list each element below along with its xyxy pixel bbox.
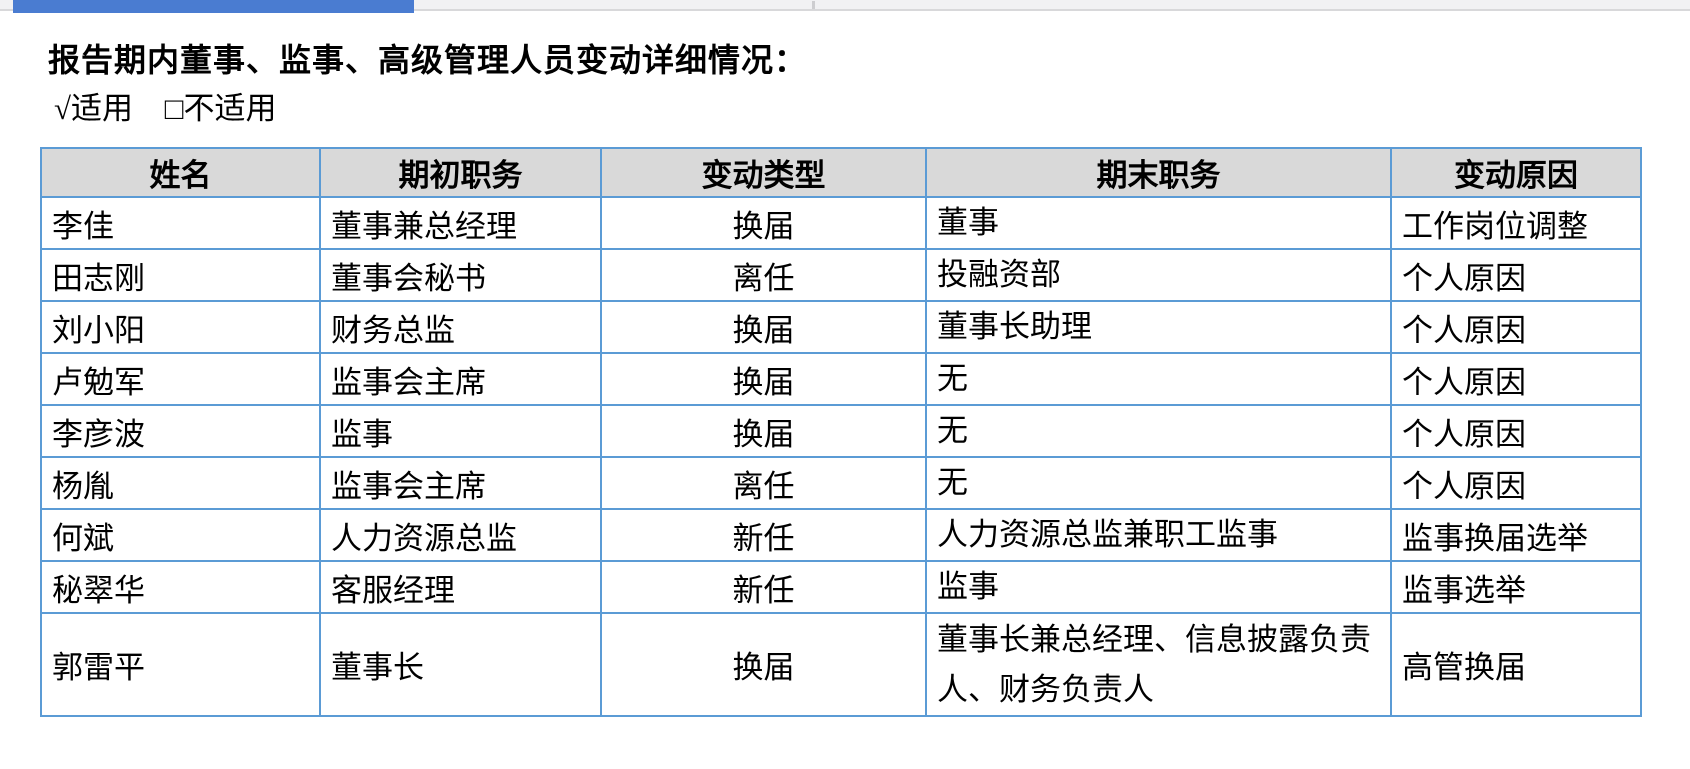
table-row: 秘翠华 客服经理 新任 监事 监事选举 bbox=[40, 560, 1642, 614]
table-row: 何斌 人力资源总监 新任 人力资源总监兼职工监事 监事换届选举 bbox=[40, 508, 1642, 562]
table-cell: 监事会主席 bbox=[319, 456, 602, 510]
top-bar-divider bbox=[812, 1, 815, 9]
not-applicable-option: □不适用 bbox=[164, 91, 277, 126]
table-cell: 董事 bbox=[925, 196, 1392, 250]
table-cell: 个人原因 bbox=[1390, 300, 1642, 354]
table-cell: 换届 bbox=[600, 352, 927, 406]
header-cell: 变动原因 bbox=[1390, 147, 1642, 198]
table-row: 李彦波 监事 换届无个人原因 bbox=[40, 404, 1642, 458]
table-cell: 刘小阳 bbox=[40, 300, 321, 354]
scroll-progress-thumb[interactable] bbox=[13, 0, 414, 13]
table-row: 郭雷平 董事长 换届 董事长兼总经理、信息披露负责人、财务负责人 高管换届 bbox=[40, 612, 1642, 717]
table-cell: 杨胤 bbox=[40, 456, 321, 510]
table-cell: 财务总监 bbox=[319, 300, 602, 354]
table-cell: 人力资源总监兼职工监事 bbox=[925, 508, 1392, 562]
table-cell: 李彦波 bbox=[40, 404, 321, 458]
table-row: 刘小阳 财务总监 换届 董事长助理 个人原因 bbox=[40, 300, 1642, 354]
table-cell: 离任 bbox=[600, 456, 927, 510]
table-cell: 董事会秘书 bbox=[319, 248, 602, 302]
table-cell: 董事长 bbox=[319, 612, 602, 717]
table-cell: 秘翠华 bbox=[40, 560, 321, 614]
table-cell: 董事长兼总经理、信息披露负责人、财务负责人 bbox=[925, 612, 1392, 717]
table-cell: 无 bbox=[925, 456, 1392, 510]
personnel-change-table: 姓名 期初职务 变动类型 期末职务 变动原因 李佳 董事兼总经理 换届 董事 工作岗位调整 田志刚… bbox=[40, 147, 1642, 717]
top-bar bbox=[0, 0, 1690, 13]
table-cell: 新任 bbox=[600, 560, 927, 614]
table-cell: 工作岗位调整 bbox=[1390, 196, 1642, 250]
table-row: 卢勉军 监事会主席 换届无个人原因 bbox=[40, 352, 1642, 406]
table-cell: 监事会主席 bbox=[319, 352, 602, 406]
table-cell: 董事长助理 bbox=[925, 300, 1392, 354]
table-cell: 无 bbox=[925, 404, 1392, 458]
table-row: 田志刚 董事会秘书 离任 投融资部 个人原因 bbox=[40, 248, 1642, 302]
header-cell: 期初职务 bbox=[319, 147, 602, 198]
applicable-option: √适用 bbox=[54, 91, 134, 126]
table-row: 李佳 董事兼总经理 换届 董事 工作岗位调整 bbox=[40, 196, 1642, 250]
applicability-line: √适用 □不适用 bbox=[54, 90, 301, 128]
table-cell: 个人原因 bbox=[1390, 456, 1642, 510]
header-cell: 期末职务 bbox=[925, 147, 1392, 198]
table-cell: 李佳 bbox=[40, 196, 321, 250]
table-cell: 换届 bbox=[600, 404, 927, 458]
table-cell: 郭雷平 bbox=[40, 612, 321, 717]
table-cell: 田志刚 bbox=[40, 248, 321, 302]
header-cell: 姓名 bbox=[40, 147, 321, 198]
table-cell: 投融资部 bbox=[925, 248, 1392, 302]
table-cell: 个人原因 bbox=[1390, 404, 1642, 458]
header-cell: 变动类型 bbox=[600, 147, 927, 198]
table-cell: 换届 bbox=[600, 300, 927, 354]
table-header-row: 姓名 期初职务 变动类型 期末职务 变动原因 bbox=[40, 147, 1642, 198]
table-cell: 何斌 bbox=[40, 508, 321, 562]
table-cell: 监事换届选举 bbox=[1390, 508, 1642, 562]
table-cell: 监事 bbox=[319, 404, 602, 458]
table-cell: 个人原因 bbox=[1390, 248, 1642, 302]
table-cell: 监事选举 bbox=[1390, 560, 1642, 614]
table-cell: 董事兼总经理 bbox=[319, 196, 602, 250]
section-title: 报告期内董事、监事、高级管理人员变动详细情况： bbox=[48, 42, 808, 78]
table-cell: 客服经理 bbox=[319, 560, 602, 614]
table-cell: 监事 bbox=[925, 560, 1392, 614]
table-cell: 离任 bbox=[600, 248, 927, 302]
table-cell: 换届 bbox=[600, 196, 927, 250]
table-cell: 人力资源总监 bbox=[319, 508, 602, 562]
table-cell: 高管换届 bbox=[1390, 612, 1642, 717]
table-cell: 卢勉军 bbox=[40, 352, 321, 406]
table-cell: 新任 bbox=[600, 508, 927, 562]
table-cell: 无 bbox=[925, 352, 1392, 406]
table-row: 杨胤 监事会主席 离任无个人原因 bbox=[40, 456, 1642, 510]
table-cell: 个人原因 bbox=[1390, 352, 1642, 406]
table-cell: 换届 bbox=[600, 612, 927, 717]
